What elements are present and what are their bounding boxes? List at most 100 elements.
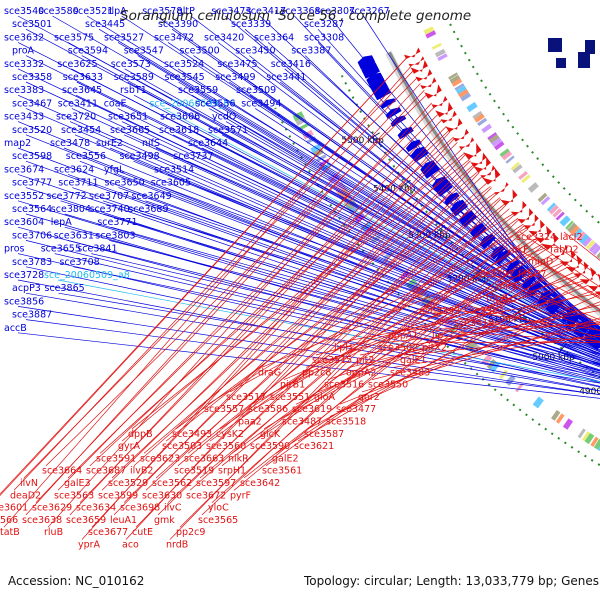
forward-gene-label: sce3501 xyxy=(12,19,52,30)
forward-gene-leader xyxy=(109,240,600,366)
reverse-gene-leader xyxy=(307,281,585,430)
reverse-gene-leader xyxy=(263,253,554,430)
feature-strip-inner-tile xyxy=(515,382,524,393)
reverse-gene-leader xyxy=(13,70,414,491)
forward-gene-label: sce3689 xyxy=(128,204,168,215)
forward-gene-leader xyxy=(145,200,600,354)
forward-gene-leader xyxy=(25,81,600,349)
gene-block xyxy=(548,38,562,52)
reverse-gene-label: ilvN xyxy=(20,478,38,489)
reverse-gene-label: sce3483 xyxy=(390,367,430,378)
reverse-gene-leader xyxy=(209,217,519,442)
feature-strip-inner-tile xyxy=(562,418,574,430)
feature-strip-outer-tile xyxy=(466,101,478,113)
reverse-gene-label: paa2 xyxy=(238,417,262,428)
forward-gene-label: sce3777 xyxy=(12,178,52,189)
forward-gene-label: sce3547 xyxy=(124,46,164,57)
forward-gene-label: sce3450 xyxy=(235,46,275,57)
forward-gene-label: sce3420 xyxy=(204,32,244,43)
forward-gene-leader xyxy=(133,160,600,353)
reverse-gene-leader xyxy=(211,225,525,503)
reverse-gene-label: sce3629 xyxy=(32,503,72,514)
forward-gene-leader xyxy=(17,200,600,377)
reverse-gene-arrow xyxy=(554,244,568,259)
reverse-gene-label: yloC xyxy=(208,503,229,514)
forward-gene-leader xyxy=(25,108,600,355)
forward-gene-leader xyxy=(201,147,600,340)
forward-gene-label: sce3473 xyxy=(211,6,251,17)
forward-gene-label: sce3564 xyxy=(12,204,52,215)
reverse-gene-leader xyxy=(531,256,600,298)
forward-gene-label: sce3605 xyxy=(151,178,191,189)
reverse-gene-leader xyxy=(25,83,421,516)
reverse-gene-label: sce3621 xyxy=(294,441,334,452)
reverse-gene-label: sce3698 xyxy=(120,503,160,514)
reverse-gene-arrow xyxy=(534,225,552,244)
reverse-gene-leader xyxy=(243,244,545,479)
forward-gene-leader xyxy=(25,55,600,342)
reverse-gene-leader xyxy=(295,272,574,405)
reverse-gene-arrow xyxy=(452,128,469,142)
reverse-gene-label: sce3659 xyxy=(66,515,106,526)
forward-gene-leader xyxy=(249,94,600,334)
reverse-gene-label: sce3586 xyxy=(248,404,288,415)
gene-block xyxy=(556,58,566,68)
forward-gene-leader xyxy=(25,160,600,368)
reverse-gene-label: oppA1 xyxy=(388,330,418,341)
reverse-gene-label: sce3677 xyxy=(88,527,128,538)
reverse-gene-leader xyxy=(81,131,451,540)
reverse-gene-leader xyxy=(219,223,524,430)
forward-gene-leader xyxy=(17,279,600,392)
reverse-gene-label: gloA xyxy=(314,392,335,403)
forward-gene-leader xyxy=(244,28,600,331)
reverse-gene-label: sce3630 xyxy=(142,490,182,501)
feature-strip-inner-tile xyxy=(505,374,516,386)
forward-gene-label: gltP xyxy=(177,6,195,17)
reverse-gene-arrow xyxy=(435,102,453,118)
feature-strip-outer-tile xyxy=(521,174,531,184)
reverse-gene-label: sce3477 xyxy=(336,404,376,415)
forward-gene-label: sce3783 xyxy=(12,257,52,268)
reverse-gene-leader xyxy=(391,324,600,331)
scale-label: 5500 kbp xyxy=(341,136,384,146)
forward-gene-label: sce3339 xyxy=(231,19,271,30)
reverse-gene-leader xyxy=(189,208,510,491)
forward-gene-leader xyxy=(117,108,600,347)
forward-gene-leader xyxy=(363,15,536,279)
reverse-gene-label: sce3687 xyxy=(86,466,126,477)
reverse-gene-label: galE2 xyxy=(272,453,299,464)
reverse-gene-leader xyxy=(89,130,450,466)
forward-gene-label: sce3433 xyxy=(4,112,44,123)
forward-gene-label: sce3841 xyxy=(77,244,117,255)
forward-gene-leader xyxy=(69,121,600,355)
forward-gene-label: sce3364 xyxy=(254,32,294,43)
reverse-gene-leader xyxy=(135,172,480,528)
reverse-gene-label: deaD2 xyxy=(10,490,41,501)
reverse-gene-leader xyxy=(327,289,595,380)
forward-gene-label: sce3655 xyxy=(41,244,81,255)
reverse-gene-label: nikR xyxy=(228,453,249,464)
feature-strip-outer-tile xyxy=(434,48,446,58)
reverse-gene-leader xyxy=(509,244,600,300)
forward-gene-label: sce3594 xyxy=(68,46,108,57)
forward-gene-label: sce3287 xyxy=(304,19,344,30)
forward-gene-leader xyxy=(111,226,600,364)
forward-gene-leader xyxy=(249,55,600,333)
forward-gene-label: proA xyxy=(12,46,35,57)
reverse-gene-leader xyxy=(121,152,466,442)
reverse-gene-leader xyxy=(233,239,539,491)
forward-gene-leader xyxy=(167,174,600,347)
reverse-gene-leader xyxy=(371,322,600,380)
forward-gene-label: sce3545 xyxy=(165,72,205,83)
reverse-gene-label: sce3418 xyxy=(454,318,494,329)
reverse-gene-label: cutE xyxy=(132,527,153,538)
forward-gene-label: sce3454 xyxy=(61,125,101,136)
reverse-gene-label: sce3664 xyxy=(42,466,82,477)
forward-gene-label: sce3706 xyxy=(12,230,52,241)
reverse-gene-leader xyxy=(317,284,589,393)
reverse-gene-label: nrdB xyxy=(166,540,188,551)
forward-gene-label: sce3540 xyxy=(4,6,44,17)
reverse-gene-label: cysK2 xyxy=(216,429,244,440)
forward-gene-leader xyxy=(294,15,585,321)
